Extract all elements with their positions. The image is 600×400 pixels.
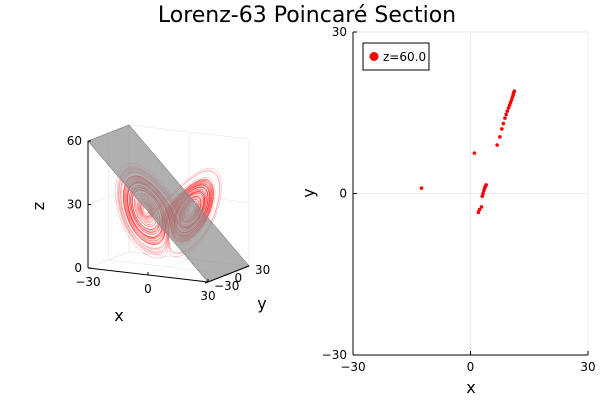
section-plane-mesh-line: [98, 136, 219, 279]
y-tick-label: −30: [322, 348, 347, 362]
z-axis-label-3d: z: [29, 202, 48, 210]
section-plane-mesh-line: [122, 127, 244, 269]
section-plane-mesh-line: [104, 134, 225, 276]
section-point: [506, 106, 511, 110]
y-tick-label: 0: [339, 187, 347, 201]
section-point: [477, 207, 482, 212]
section-plane-mesh-line: [116, 129, 237, 271]
section-point: [472, 151, 477, 155]
section-plane-mesh-line: [117, 129, 238, 271]
section-plane-mesh-line: [87, 140, 209, 283]
section-plane-mesh-line: [92, 138, 214, 281]
section-plane-mesh-line: [88, 140, 210, 282]
section-plane-mesh-line: [89, 140, 211, 282]
poincare-section-panel: −30 0 30 −30 0 30 x y z=60.0: [299, 25, 596, 397]
section-point: [479, 205, 484, 209]
section-plane-mesh-line: [102, 135, 223, 277]
x-axis-label-3d: x: [114, 306, 123, 325]
section-plane-mesh-line: [115, 130, 236, 272]
section-plane-mesh-line: [119, 128, 240, 270]
section-plane-mesh-line: [112, 131, 233, 273]
section-point: [476, 210, 481, 215]
section-plane-mesh-line: [125, 126, 247, 268]
section-plane-mesh-line: [94, 138, 216, 280]
axes-2d: [352, 31, 589, 356]
section-plane-mesh-line: [103, 134, 224, 277]
y-tick-label-3d: 0: [235, 271, 243, 285]
legend-label: z=60.0: [383, 50, 426, 64]
legend-marker: [369, 52, 379, 61]
section-point: [419, 186, 424, 190]
section-plane-mesh-line: [127, 125, 249, 267]
section-point: [512, 89, 517, 94]
section-plane-mesh-line: [114, 130, 235, 272]
section-plane-mesh-line: [126, 125, 248, 267]
section-point: [504, 112, 508, 117]
x-tick-label-3d: 30: [200, 289, 215, 303]
section-point: [501, 121, 506, 126]
section-plane-mesh-line: [101, 135, 222, 277]
y-tick-label-3d: 30: [255, 263, 270, 277]
x-tick-label-3d: −30: [75, 275, 100, 289]
section-plane-mesh-line: [93, 138, 215, 280]
section-plane-mesh-line: [118, 128, 239, 271]
y-axis-label-3d: y: [257, 294, 266, 313]
grid-lines-2d: [352, 31, 589, 356]
section-plane-mesh-line: [108, 132, 229, 275]
section-point: [498, 135, 502, 139]
z-tick-label-3d: 60: [67, 134, 82, 148]
tick-labels-2d: −30 0 30 −30 0 30: [322, 25, 596, 374]
section-plane-mesh-line: [91, 139, 213, 281]
section-point: [503, 116, 507, 120]
section-point: [508, 100, 513, 105]
x-tick-label: 0: [467, 360, 475, 374]
y-tick-label-3d: −30: [214, 279, 239, 293]
section-point: [505, 109, 510, 113]
y-tick-3d: [225, 273, 229, 276]
section-plane: [87, 124, 250, 283]
x-axis-label-2d: x: [466, 378, 475, 397]
section-plane-mesh-line: [90, 139, 212, 281]
section-plane-mesh-line: [96, 137, 217, 279]
section-plane-mesh-line: [124, 126, 246, 268]
section-plane-mesh-line: [120, 128, 241, 270]
x-tick-label: −30: [340, 360, 365, 374]
section-plane-mesh-line: [106, 133, 227, 275]
chart-title: Lorenz-63 Poincaré Section: [158, 3, 456, 28]
section-point: [495, 143, 499, 147]
y-axis-label-2d: y: [299, 188, 318, 197]
section-plane-mesh-line: [105, 134, 226, 276]
x-tick-label-3d: 0: [144, 282, 152, 296]
section-plane-mesh-line: [123, 126, 245, 269]
section-plane-mesh-line: [100, 136, 221, 278]
z-tick-label-3d: 0: [74, 261, 82, 275]
y-tick-label: 30: [332, 25, 347, 39]
section-plane-mesh-line: [99, 136, 220, 278]
section-plane-mesh-line: [110, 132, 231, 274]
section-plane-mesh-line: [121, 127, 243, 269]
section-point: [484, 183, 488, 187]
section-point: [500, 127, 504, 131]
z-tick-label-3d: 30: [67, 198, 82, 212]
y-tick-3d: [204, 281, 209, 284]
section-plane-mesh-line: [128, 124, 250, 267]
section-plane-mesh-line: [109, 132, 230, 274]
x-tick-label: 30: [580, 360, 595, 374]
section-points: [419, 89, 517, 215]
section-plane-mesh-line: [97, 137, 218, 279]
section-plane-mesh-line: [107, 133, 228, 275]
legend: z=60.0: [362, 42, 430, 71]
y-tick-3d: [245, 265, 250, 268]
grid-line: [128, 124, 250, 140]
section-plane-mesh-line: [111, 131, 232, 273]
section-plane-mesh-line: [113, 130, 234, 273]
